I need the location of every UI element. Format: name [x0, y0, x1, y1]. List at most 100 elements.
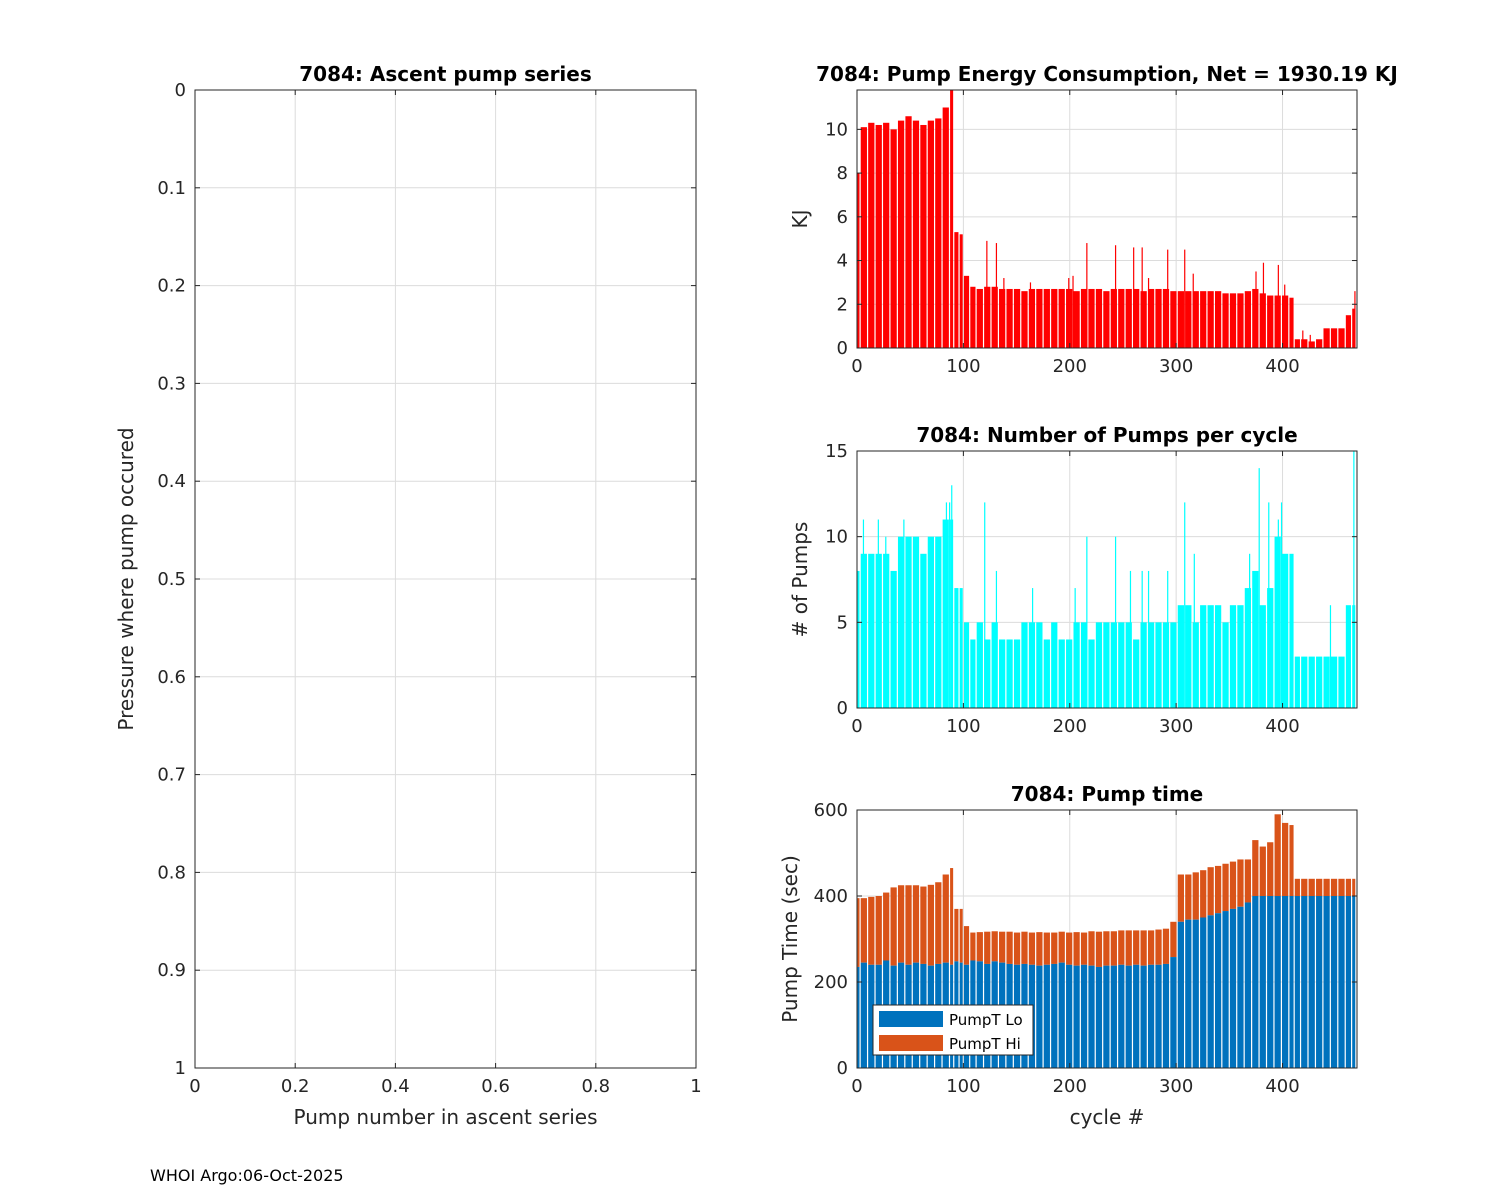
pumptime-bar-lo: [1095, 966, 1103, 1068]
energy-spike-bar: [1354, 291, 1356, 348]
pumptime-bar-hi: [1207, 867, 1214, 916]
pumptime-bar-lo: [1200, 917, 1207, 1068]
npumps-bar: [1185, 605, 1192, 708]
npumps-bar: [1274, 536, 1281, 708]
pumptime-bar-hi: [1162, 928, 1170, 964]
pumptime-bar-hi: [883, 892, 890, 961]
npumps-x-tick-label: 100: [946, 716, 980, 737]
pumptime-bar-hi: [1006, 931, 1013, 964]
pumptime-bar-hi: [1125, 930, 1132, 966]
pumptime-bar-hi: [1222, 863, 1229, 912]
energy-bar: [959, 234, 963, 348]
energy-bar: [1103, 291, 1110, 348]
pumptime-bar-lo: [1125, 965, 1132, 1068]
ascent-y-label: Pressure where pump occured: [114, 427, 138, 730]
pumptime-bar-hi: [1330, 878, 1338, 896]
energy-bar: [897, 120, 905, 348]
energy-bar: [1073, 291, 1080, 348]
npumps-y-tick-label: 10: [825, 527, 848, 548]
energy-bar: [1036, 288, 1043, 348]
pumptime-bar-hi: [905, 885, 912, 965]
energy-bar: [1352, 308, 1356, 348]
npumps-bar: [1036, 622, 1043, 708]
energy-bar: [1110, 288, 1117, 348]
energy-bar: [1162, 288, 1170, 348]
pumptime-bar-lo: [1147, 964, 1155, 1068]
npumps-spike-bar: [1074, 588, 1076, 708]
energy-spike-bar: [995, 243, 998, 348]
energy-bar: [1192, 291, 1199, 348]
energy-bars: [857, 90, 1356, 349]
pumptime-bar-hi: [1294, 878, 1300, 896]
energy-bar: [1316, 339, 1323, 348]
energy-bar: [1080, 288, 1088, 348]
npumps-bar: [868, 553, 875, 708]
npumps-bar: [1294, 656, 1300, 708]
npumps-spike-bar: [1280, 502, 1283, 708]
pumptime-bar-lo: [1185, 919, 1192, 1068]
energy-bar: [1013, 288, 1021, 348]
energy-bar: [912, 120, 920, 348]
npumps-spike-bar: [1268, 502, 1270, 708]
npumps-bar: [963, 622, 970, 708]
npumps-bar: [1282, 553, 1289, 708]
pumptime-bar-lo: [1088, 965, 1095, 1068]
npumps-bar: [1133, 639, 1140, 708]
pumptime-bar-lo: [1252, 896, 1259, 1068]
npumps-bar: [1301, 656, 1308, 708]
ascent-y-tick-label: 0.7: [157, 765, 186, 786]
energy-bar: [1125, 288, 1132, 348]
pumptime-bar-lo: [1043, 964, 1050, 1068]
npumps-bar: [1252, 570, 1259, 708]
energy-bar: [1043, 288, 1050, 348]
pumptime-bar-hi: [1073, 932, 1080, 966]
pumptime-bar-hi: [1133, 930, 1140, 965]
energy-bar: [963, 275, 970, 348]
energy-spike-bar: [1255, 271, 1257, 348]
pumptime-bar-lo: [1316, 896, 1323, 1068]
energy-spike-bar: [986, 240, 988, 348]
pumptime-bar-hi: [857, 898, 860, 967]
npumps-bar: [905, 536, 912, 708]
energy-bar: [883, 122, 890, 349]
ascent-y-tick-label: 0.2: [157, 276, 186, 297]
ascent-y-tick-label: 0: [175, 80, 186, 101]
energy-bar: [1006, 288, 1013, 348]
energy-bar: [1330, 328, 1338, 348]
pumptime-bar-lo: [1192, 919, 1199, 1068]
pumptime-x-tick-label: 400: [1265, 1076, 1299, 1097]
pumps-per-cycle-panel: 0 100 200 300 400 0 5 10 15 7084: Number of Pumps…: [788, 423, 1358, 737]
npumps-bar: [1192, 622, 1199, 708]
pumptime-bar-hi: [1058, 931, 1065, 963]
npumps-spike-bar: [984, 502, 986, 708]
pumptime-y-tick-label: 400: [814, 886, 848, 907]
ascent-y-tick-label: 0.1: [157, 178, 186, 199]
npumps-bar: [857, 570, 860, 708]
energy-x-tick-label: 0: [851, 356, 862, 377]
npumps-spike-bar: [995, 570, 998, 708]
pump-energy-panel: 0 100 200 300 400 0 2 4 6 8 10 7084: Pump Energy Co…: [788, 62, 1398, 377]
pumptime-legend-label: PumpT Lo: [949, 1011, 1023, 1029]
npumps-bar: [1237, 605, 1244, 708]
pumptime-legend-label: PumpT Hi: [949, 1035, 1021, 1053]
pumptime-bar-hi: [942, 874, 949, 963]
energy-bar: [976, 288, 983, 348]
pumptime-bar-lo: [1323, 896, 1330, 1068]
energy-x-tick-label: 300: [1159, 356, 1193, 377]
energy-bar: [999, 288, 1006, 348]
pumptime-bar-hi: [1352, 878, 1356, 896]
energy-bar: [1170, 291, 1177, 348]
pumptime-bar-lo: [1214, 913, 1222, 1068]
pumptime-bar-lo: [1177, 921, 1184, 1068]
npumps-bar: [1338, 656, 1345, 708]
npumps-spike-bar: [1249, 553, 1251, 708]
npumps-bar: [1006, 639, 1013, 708]
npumps-bar: [1095, 622, 1103, 708]
energy-spike-bar: [1309, 334, 1311, 348]
energy-spike-bar: [1072, 275, 1074, 348]
pumptime-bar-lo: [1058, 962, 1065, 1068]
pumptime-bar-hi: [890, 887, 897, 966]
energy-bar: [1289, 297, 1294, 348]
npumps-bar: [976, 622, 983, 708]
